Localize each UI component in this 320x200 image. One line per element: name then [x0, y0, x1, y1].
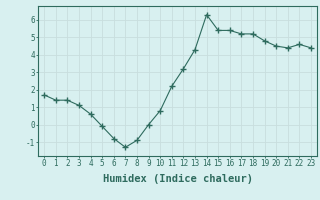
- X-axis label: Humidex (Indice chaleur): Humidex (Indice chaleur): [103, 174, 252, 184]
